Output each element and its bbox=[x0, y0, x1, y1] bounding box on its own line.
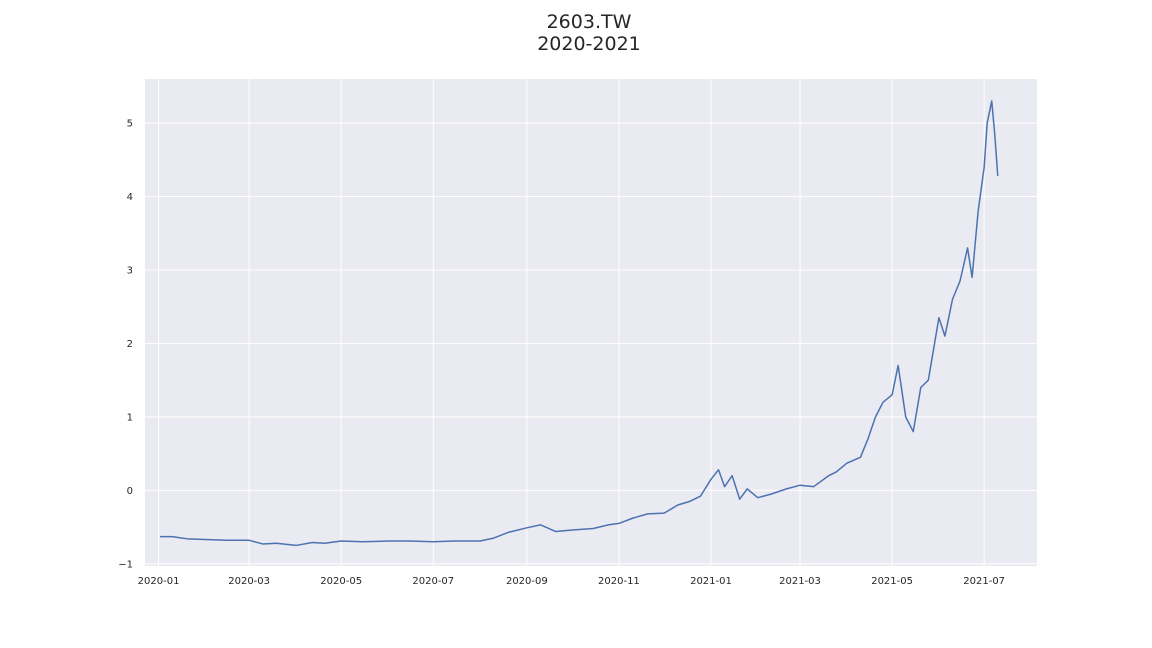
series-line bbox=[160, 100, 999, 547]
y-tick-label: 0 bbox=[127, 486, 133, 497]
y-tick-label: 2 bbox=[127, 339, 133, 350]
chart-title: 2603.TW bbox=[547, 11, 632, 33]
y-tick-label: 4 bbox=[127, 192, 133, 203]
x-tick-label: 2021-05 bbox=[871, 576, 913, 587]
grid-lines bbox=[145, 79, 1037, 566]
x-tick-label: 2021-01 bbox=[690, 576, 732, 587]
y-axis: −1 0 1 2 3 4 5 bbox=[118, 119, 133, 571]
y-tick-label: 5 bbox=[127, 119, 133, 130]
x-tick-label: 2020-07 bbox=[412, 576, 454, 587]
chart-subtitle: 2020-2021 bbox=[537, 33, 641, 55]
x-tick-label: 2021-03 bbox=[779, 576, 821, 587]
y-tick-label: 1 bbox=[127, 412, 133, 423]
x-tick-label: 2020-01 bbox=[138, 576, 180, 587]
x-tick-label: 2020-03 bbox=[228, 576, 270, 587]
x-tick-label: 2020-11 bbox=[598, 576, 640, 587]
y-tick-label: 3 bbox=[127, 265, 133, 276]
y-tick-label: −1 bbox=[118, 559, 133, 570]
plot-area bbox=[145, 79, 1037, 566]
x-axis: 2020-01 2020-03 2020-05 2020-07 2020-09 2020-… bbox=[138, 576, 1005, 587]
x-tick-label: 2020-05 bbox=[320, 576, 362, 587]
x-tick-label: 2021-07 bbox=[963, 576, 1005, 587]
x-tick-label: 2020-09 bbox=[506, 576, 548, 587]
